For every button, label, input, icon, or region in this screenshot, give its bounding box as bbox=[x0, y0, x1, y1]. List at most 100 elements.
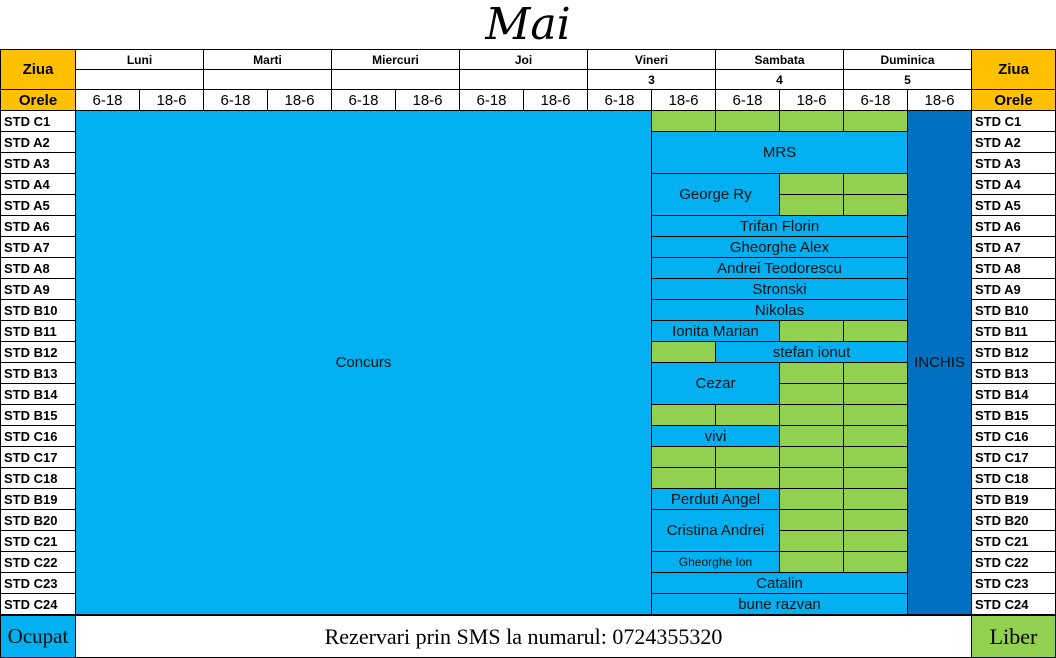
stand-label-right: STD A4 bbox=[972, 174, 1056, 195]
free-slot bbox=[780, 447, 844, 468]
free-slot bbox=[780, 195, 844, 216]
stand-label-left: STD C24 bbox=[0, 594, 76, 615]
booking-george-ry: George Ry bbox=[652, 174, 780, 216]
free-slot bbox=[844, 468, 908, 489]
day-header-luni: Luni bbox=[76, 50, 204, 70]
day-number: 4 bbox=[716, 70, 844, 90]
stand-label-left: STD A3 bbox=[0, 153, 76, 174]
stand-label-left: STD B13 bbox=[0, 363, 76, 384]
shift-day: 6-18 bbox=[332, 90, 396, 111]
stand-label-right: STD A5 bbox=[972, 195, 1056, 216]
free-slot bbox=[844, 174, 908, 195]
day-header-joi: Joi bbox=[460, 50, 588, 70]
free-slot bbox=[652, 405, 716, 426]
booking-ionita-marian: Ionita Marian bbox=[652, 321, 780, 342]
shift-day: 6-18 bbox=[460, 90, 524, 111]
legend-ocupat: Ocupat bbox=[0, 615, 76, 658]
free-slot bbox=[844, 405, 908, 426]
shift-day: 6-18 bbox=[716, 90, 780, 111]
stand-label-right: STD A6 bbox=[972, 216, 1056, 237]
stand-label-right: STD B11 bbox=[972, 321, 1056, 342]
stand-label-left: STD A8 bbox=[0, 258, 76, 279]
stand-label-right: STD C16 bbox=[972, 426, 1056, 447]
booking-stronski: Stronski bbox=[652, 279, 908, 300]
day-header-sambata: Sambata bbox=[716, 50, 844, 70]
free-slot bbox=[780, 321, 844, 342]
booking-bune-razvan: bune razvan bbox=[652, 594, 908, 615]
stand-label-right: STD C24 bbox=[972, 594, 1056, 615]
day-number bbox=[460, 70, 588, 90]
stand-label-right: STD B20 bbox=[972, 510, 1056, 531]
stand-label-left: STD B15 bbox=[0, 405, 76, 426]
booking-vivi: vivi bbox=[652, 426, 780, 447]
free-slot bbox=[716, 447, 780, 468]
stand-label-left: STD C23 bbox=[0, 573, 76, 594]
shift-night: 18-6 bbox=[908, 90, 972, 111]
booking-nikolas: Nikolas bbox=[652, 300, 908, 321]
booking-cristina-andrei: Cristina Andrei bbox=[652, 510, 780, 552]
shift-night: 18-6 bbox=[780, 90, 844, 111]
free-slot bbox=[844, 111, 908, 132]
stand-label-left: STD A5 bbox=[0, 195, 76, 216]
stand-label-right: STD C21 bbox=[972, 531, 1056, 552]
booking-trifan-florin: Trifan Florin bbox=[652, 216, 908, 237]
booking-gheorghe-alex: Gheorghe Alex bbox=[652, 237, 908, 258]
orele-header-left: Orele bbox=[0, 90, 76, 111]
stand-label-right: STD A9 bbox=[972, 279, 1056, 300]
free-slot bbox=[780, 468, 844, 489]
stand-label-left: STD A7 bbox=[0, 237, 76, 258]
free-slot bbox=[716, 468, 780, 489]
free-slot bbox=[780, 426, 844, 447]
day-header-miercuri: Miercuri bbox=[332, 50, 460, 70]
shift-day: 6-18 bbox=[76, 90, 140, 111]
stand-label-left: STD B19 bbox=[0, 489, 76, 510]
sms-booking-info: Rezervari prin SMS la numarul: 072435532… bbox=[76, 615, 972, 658]
stand-label-right: STD A3 bbox=[972, 153, 1056, 174]
booking-inchis: INCHIS bbox=[908, 111, 972, 615]
month-title: Mai bbox=[0, 0, 1056, 50]
stand-label-right: STD A7 bbox=[972, 237, 1056, 258]
stand-label-left: STD B11 bbox=[0, 321, 76, 342]
booking-mrs: MRS bbox=[652, 132, 908, 174]
free-slot bbox=[844, 531, 908, 552]
booking-concurs: Concurs bbox=[76, 111, 652, 615]
stand-label-left: STD C21 bbox=[0, 531, 76, 552]
legend-liber: Liber bbox=[972, 615, 1056, 658]
booking-stefan-ionut: stefan ionut bbox=[716, 342, 908, 363]
free-slot bbox=[844, 426, 908, 447]
booking-catalin: Catalin bbox=[652, 573, 908, 594]
stand-label-left: STD B10 bbox=[0, 300, 76, 321]
free-slot bbox=[780, 363, 844, 384]
stand-label-right: STD C18 bbox=[972, 468, 1056, 489]
day-header-marti: Marti bbox=[204, 50, 332, 70]
shift-night: 18-6 bbox=[396, 90, 460, 111]
free-slot bbox=[780, 489, 844, 510]
booking-gheorghe-ion: Gheorghe Ion bbox=[652, 552, 780, 573]
orele-header-right: Orele bbox=[972, 90, 1056, 111]
free-slot bbox=[844, 489, 908, 510]
free-slot bbox=[780, 111, 844, 132]
free-slot bbox=[780, 552, 844, 573]
free-slot bbox=[652, 447, 716, 468]
stand-label-right: STD C17 bbox=[972, 447, 1056, 468]
stand-label-left: STD C17 bbox=[0, 447, 76, 468]
shift-night: 18-6 bbox=[140, 90, 204, 111]
stand-label-right: STD A2 bbox=[972, 132, 1056, 153]
day-header-vineri: Vineri bbox=[588, 50, 716, 70]
stand-label-left: STD A4 bbox=[0, 174, 76, 195]
stand-label-left: STD A9 bbox=[0, 279, 76, 300]
free-slot bbox=[716, 405, 780, 426]
ziua-header-left: Ziua bbox=[0, 50, 76, 90]
free-slot bbox=[780, 405, 844, 426]
day-number bbox=[76, 70, 204, 90]
booking-andrei-teodorescu: Andrei Teodorescu bbox=[652, 258, 908, 279]
free-slot bbox=[844, 447, 908, 468]
stand-label-left: STD B12 bbox=[0, 342, 76, 363]
ziua-header-right: Ziua bbox=[972, 50, 1056, 90]
booking-perduti-angel: Perduti Angel bbox=[652, 489, 780, 510]
shift-night: 18-6 bbox=[268, 90, 332, 111]
free-slot bbox=[716, 111, 780, 132]
stand-label-left: STD A2 bbox=[0, 132, 76, 153]
free-slot bbox=[780, 510, 844, 531]
